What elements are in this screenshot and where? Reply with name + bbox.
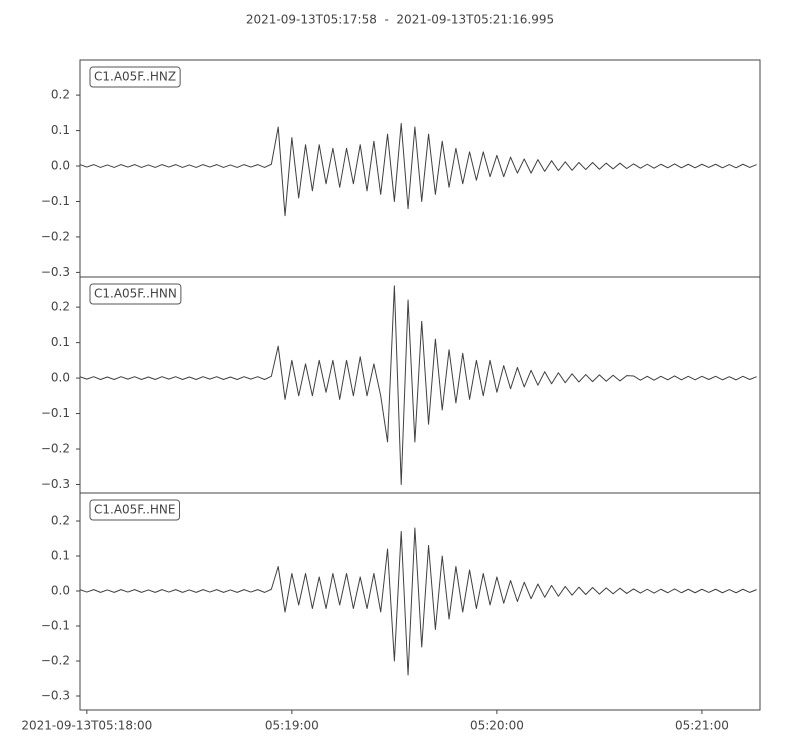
trace-label: C1.A05F..HNZ xyxy=(94,70,176,84)
trace-label-box xyxy=(89,283,182,305)
y-tick-label: −0.1 xyxy=(41,619,70,633)
x-tick-label: 05:21:00 xyxy=(675,719,729,733)
y-tick-label: −0.2 xyxy=(41,442,70,456)
waveform xyxy=(80,527,757,676)
y-tick-label: −0.3 xyxy=(41,689,70,703)
y-tick-label: −0.3 xyxy=(41,265,70,279)
trace-label: C1.A05F..HNE xyxy=(94,503,176,517)
y-tick-label: 0.2 xyxy=(51,300,70,314)
y-tick-label: 0.0 xyxy=(51,584,70,598)
y-tick-label: 0.1 xyxy=(51,123,70,137)
y-tick-label: 0.1 xyxy=(51,549,70,563)
trace-label-box xyxy=(89,66,181,88)
x-tick-label: 05:20:00 xyxy=(470,719,524,733)
y-tick-label: 0.2 xyxy=(51,514,70,528)
y-tick-label: −0.2 xyxy=(41,654,70,668)
y-tick-label: −0.1 xyxy=(41,406,70,420)
y-tick-label: 0.2 xyxy=(51,88,70,102)
waveform xyxy=(80,285,757,485)
trace-label: C1.A05F..HNN xyxy=(94,287,177,301)
panel-frame xyxy=(79,59,761,278)
panel-frame xyxy=(79,276,761,494)
trace-label-box xyxy=(89,499,180,521)
figure-title: 2021-09-13T05:17:58 - 2021-09-13T05:21:1… xyxy=(246,13,554,27)
y-tick-label: −0.3 xyxy=(41,477,70,491)
y-tick-label: 0.1 xyxy=(51,335,70,349)
x-tick-label: 2021-09-13T05:18:00 xyxy=(21,719,152,733)
y-tick-label: −0.2 xyxy=(41,229,70,243)
x-tick-label: 05:19:00 xyxy=(265,719,319,733)
y-tick-label: −0.1 xyxy=(41,194,70,208)
waveform xyxy=(80,122,757,217)
y-tick-label: 0.0 xyxy=(51,371,70,385)
y-tick-label: 0.0 xyxy=(51,159,70,173)
panel-frame xyxy=(79,492,761,711)
